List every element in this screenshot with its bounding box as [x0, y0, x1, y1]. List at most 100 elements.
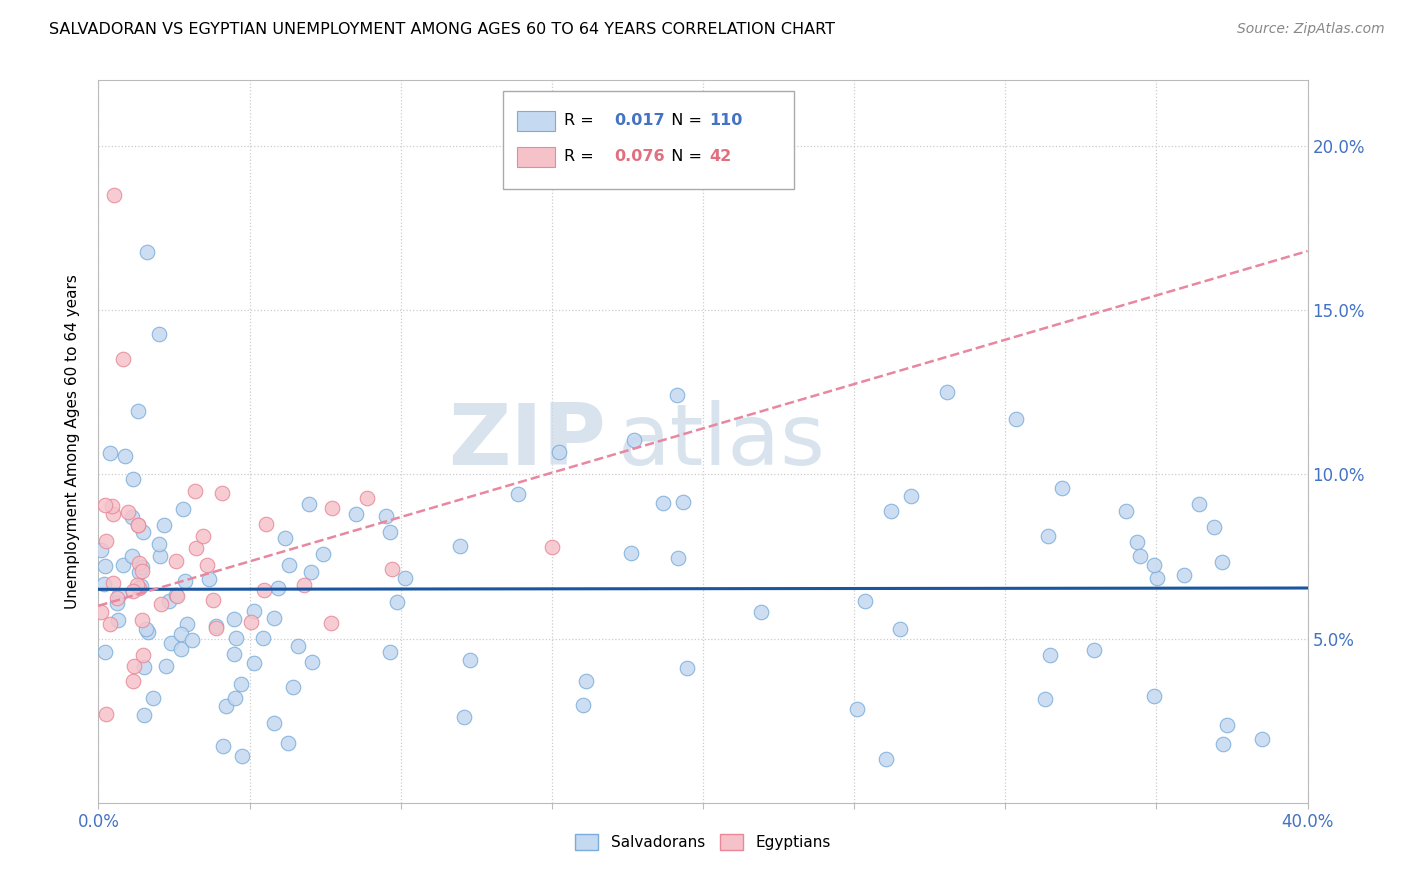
Point — [253, 583, 276, 598]
Point — [205, 618, 228, 632]
Point — [107, 613, 129, 627]
Point — [1036, 529, 1059, 543]
Point — [128, 565, 150, 579]
Point — [135, 622, 157, 636]
Point — [378, 644, 401, 658]
Point — [1126, 534, 1149, 549]
Point — [105, 591, 128, 605]
Point — [176, 617, 198, 632]
Point — [173, 574, 195, 588]
Point — [98, 616, 121, 631]
Point — [94, 645, 117, 659]
Point — [299, 565, 322, 579]
Point — [378, 524, 401, 539]
Point — [1115, 504, 1137, 518]
Point — [108, 588, 131, 602]
Point — [875, 751, 897, 765]
Point — [319, 616, 342, 631]
Text: Source: ZipAtlas.com: Source: ZipAtlas.com — [1237, 22, 1385, 37]
Point — [571, 698, 593, 713]
Point — [170, 627, 193, 641]
Text: 0.017: 0.017 — [614, 112, 665, 128]
Point — [666, 551, 689, 566]
FancyBboxPatch shape — [503, 91, 793, 189]
Point — [229, 677, 252, 691]
Point — [224, 690, 246, 705]
Text: 42: 42 — [709, 149, 731, 163]
Point — [1211, 556, 1233, 570]
Point — [157, 594, 180, 608]
Text: R =: R = — [564, 149, 599, 163]
Point — [243, 604, 266, 618]
Text: atlas: atlas — [619, 400, 827, 483]
Point — [166, 590, 188, 604]
Point — [274, 531, 297, 545]
Point — [90, 543, 112, 558]
Point — [855, 594, 877, 608]
Point — [374, 509, 396, 524]
Text: ZIP: ZIP — [449, 400, 606, 483]
Point — [1202, 520, 1225, 534]
Y-axis label: Unemployment Among Ages 60 to 64 years: Unemployment Among Ages 60 to 64 years — [65, 274, 80, 609]
Point — [225, 631, 247, 645]
Point — [287, 639, 309, 653]
Point — [1146, 571, 1168, 585]
Point — [117, 505, 139, 519]
Point — [148, 537, 170, 551]
Point — [127, 518, 149, 533]
Point — [198, 572, 221, 586]
Point — [508, 487, 530, 501]
Point — [240, 615, 263, 630]
Point — [186, 541, 208, 555]
Point — [215, 698, 238, 713]
Point — [1033, 692, 1056, 706]
Point — [1005, 412, 1028, 426]
Point — [211, 486, 233, 500]
Point — [132, 525, 155, 540]
Text: R =: R = — [564, 112, 599, 128]
Point — [652, 496, 675, 510]
Point — [224, 612, 246, 626]
Point — [100, 446, 122, 460]
Point — [184, 483, 207, 498]
Point — [105, 596, 128, 610]
Text: N =: N = — [661, 149, 707, 163]
FancyBboxPatch shape — [517, 111, 555, 131]
Point — [548, 445, 571, 459]
Text: SALVADORAN VS EGYPTIAN UNEMPLOYMENT AMONG AGES 60 TO 64 YEARS CORRELATION CHART: SALVADORAN VS EGYPTIAN UNEMPLOYMENT AMON… — [49, 22, 835, 37]
Point — [1188, 497, 1211, 511]
Point — [129, 579, 152, 593]
FancyBboxPatch shape — [517, 147, 555, 167]
Point — [385, 595, 408, 609]
Point — [103, 188, 125, 202]
Point — [131, 559, 153, 574]
Point — [155, 658, 177, 673]
Point — [142, 690, 165, 705]
Point — [1143, 558, 1166, 573]
Point — [202, 593, 225, 607]
Point — [458, 653, 481, 667]
Point — [242, 656, 264, 670]
Point — [1083, 642, 1105, 657]
Point — [121, 510, 143, 524]
Point — [231, 748, 253, 763]
Point — [749, 605, 772, 619]
Point — [344, 507, 367, 521]
Point — [301, 655, 323, 669]
Point — [1173, 568, 1195, 582]
Point — [153, 518, 176, 533]
Point — [128, 556, 150, 570]
Point — [1143, 690, 1166, 704]
Point — [165, 588, 187, 602]
Point — [125, 578, 148, 592]
Point — [312, 547, 335, 561]
Point — [90, 605, 112, 619]
Point — [165, 553, 187, 567]
Point — [879, 504, 901, 518]
Point — [935, 385, 957, 400]
Point — [1212, 737, 1234, 751]
Point — [150, 598, 173, 612]
Point — [122, 659, 145, 673]
Point — [195, 558, 218, 572]
Point — [278, 558, 301, 572]
